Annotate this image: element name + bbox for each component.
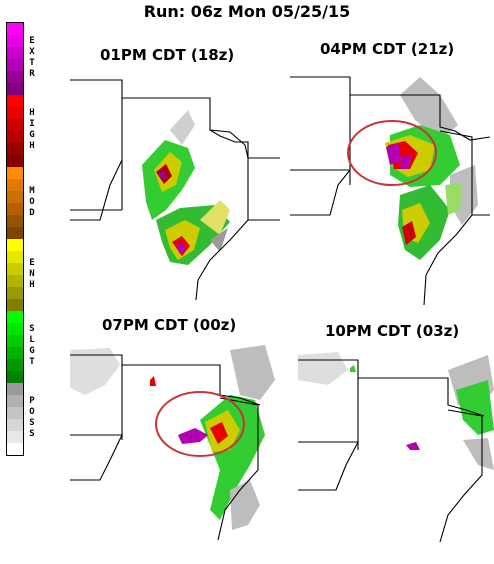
legend-swatch [7, 107, 23, 119]
threat-legend [6, 22, 24, 456]
forecast-map-03z [298, 352, 494, 542]
legend-swatch [7, 443, 23, 455]
legend-swatch [7, 383, 23, 395]
panel-title-18z: 01PM CDT (18z) [100, 46, 235, 64]
legend-swatch [7, 23, 23, 35]
legend-swatch [7, 71, 23, 83]
legend-swatch [7, 167, 23, 179]
legend-swatch [7, 251, 23, 263]
legend-swatch [7, 83, 23, 95]
legend-swatch [7, 395, 23, 407]
legend-swatch [7, 347, 23, 359]
panel-title-00z: 07PM CDT (00z) [102, 316, 237, 334]
panel-title-03z: 10PM CDT (03z) [325, 322, 460, 340]
legend-swatch [7, 371, 23, 383]
legend-swatch [7, 119, 23, 131]
legend-swatch [7, 419, 23, 431]
legend-swatch [7, 35, 23, 47]
legend-swatch [7, 323, 23, 335]
panel-title-21z: 04PM CDT (21z) [320, 40, 455, 58]
legend-swatch [7, 335, 23, 347]
legend-swatch [7, 287, 23, 299]
legend-swatch [7, 191, 23, 203]
legend-swatch [7, 143, 23, 155]
legend-swatch [7, 227, 23, 239]
legend-category-label: S L G T [29, 324, 35, 367]
legend-swatch [7, 263, 23, 275]
forecast-map-18z [70, 79, 280, 300]
legend-swatch [7, 299, 23, 311]
legend-swatch [7, 131, 23, 143]
legend-swatch [7, 359, 23, 371]
legend-swatch [7, 407, 23, 419]
legend-swatch [7, 311, 23, 323]
legend-swatch [7, 47, 23, 59]
legend-swatch [7, 431, 23, 443]
legend-swatch [7, 215, 23, 227]
legend-swatch [7, 155, 23, 167]
legend-category-label: E X T R [29, 36, 35, 79]
legend-swatch [7, 203, 23, 215]
legend-swatch [7, 59, 23, 71]
forecast-map-21z [290, 76, 490, 305]
legend-category-label: M O D [29, 185, 35, 218]
forecast-map-00z [70, 345, 275, 540]
legend-category-label: H I G H [29, 108, 35, 151]
legend-swatch [7, 239, 23, 251]
legend-swatch [7, 275, 23, 287]
legend-swatch [7, 95, 23, 107]
run-title: Run: 06z Mon 05/25/15 [143, 2, 351, 21]
legend-category-label: P O S S [29, 396, 35, 439]
legend-swatch [7, 179, 23, 191]
legend-category-label: E N H [29, 257, 35, 290]
